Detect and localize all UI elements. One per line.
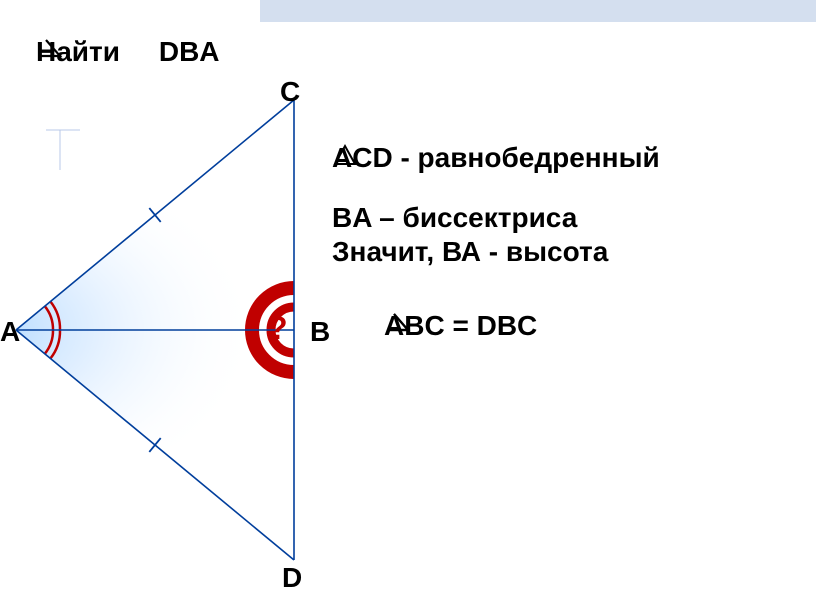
triangle-sides: [16, 100, 294, 560]
label-d: D: [282, 562, 302, 594]
guide-lines: [46, 130, 80, 170]
label-c: C: [280, 76, 300, 108]
label-a: A: [0, 316, 20, 348]
question-mark: ?: [268, 310, 288, 347]
label-b: B: [310, 316, 330, 348]
diagram: [0, 0, 816, 613]
